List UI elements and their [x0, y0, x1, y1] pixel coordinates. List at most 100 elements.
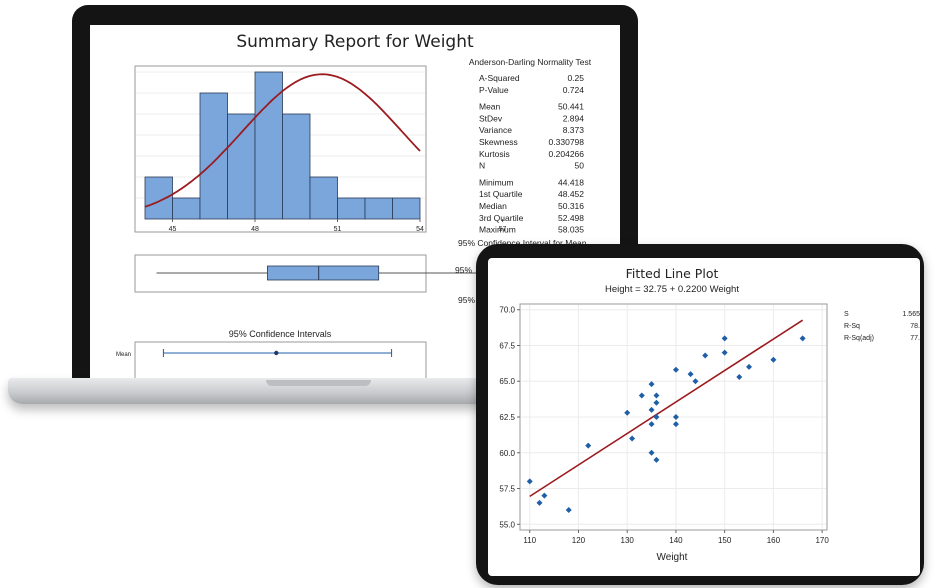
tick-label: 120 — [572, 536, 586, 545]
data-point — [672, 421, 679, 428]
stat-value: 2.894 — [563, 113, 585, 123]
data-point — [638, 392, 645, 399]
tablet-screen: Fitted Line Plot Height = 32.75 + 0.2200… — [488, 258, 920, 576]
histogram-bar — [144, 176, 173, 220]
tick-label: 67.5 — [499, 341, 515, 350]
tick-label: 150 — [718, 536, 732, 545]
box — [267, 265, 380, 281]
regression-stats: S 1.565 R-Sq 78. R-Sq(adj) 77. — [844, 311, 920, 342]
data-point — [672, 414, 679, 420]
scatter-points — [526, 335, 806, 513]
normal-curve — [144, 73, 421, 208]
stat-value: 77. — [910, 335, 920, 342]
tick-label: 45 — [169, 226, 177, 233]
data-point — [526, 478, 533, 485]
data-point — [629, 435, 636, 442]
data-point — [565, 506, 572, 513]
stat-label: A-Squared — [479, 73, 520, 83]
plot-title: Fitted Line Plot — [626, 266, 719, 281]
plot-subtitle: Height = 32.75 + 0.2200 Weight — [605, 284, 739, 295]
ci-partial-label-2: 95% — [458, 295, 475, 305]
stat-label: Mean — [479, 102, 501, 112]
boxplot — [156, 265, 531, 281]
data-point — [672, 366, 679, 373]
histogram-bar — [309, 176, 338, 220]
data-point — [653, 399, 660, 406]
stat-label: Minimum — [479, 177, 513, 187]
stat-value: 44.418 — [558, 177, 584, 187]
tick-label: 110 — [523, 536, 536, 545]
stat-label: P-Value — [479, 85, 509, 95]
data-point — [653, 392, 660, 399]
tick-label: 55.0 — [499, 520, 515, 529]
histogram-bar — [227, 113, 256, 220]
tick-label: 140 — [669, 536, 683, 545]
ci-mean-interval — [162, 349, 393, 357]
stat-value: 48.452 — [558, 189, 584, 199]
stat-label: S — [844, 311, 849, 318]
histogram-bar — [392, 197, 421, 220]
stat-value: 0.724 — [563, 85, 585, 95]
data-point — [702, 352, 709, 359]
report-title: Summary Report for Weight — [236, 32, 474, 52]
stat-label: 3rd Quartile — [479, 213, 524, 223]
stat-label: 1st Quartile — [479, 189, 523, 199]
ci-partial-label-1: 95% — [455, 265, 472, 275]
data-point — [648, 406, 655, 413]
data-point — [721, 349, 728, 356]
data-point — [585, 442, 592, 449]
stat-label: Maximum — [479, 225, 516, 235]
histogram-bar — [282, 113, 311, 220]
tick-label: 160 — [767, 536, 781, 545]
data-point — [653, 414, 660, 420]
stat-value: 78. — [910, 323, 920, 330]
ci-section-title: 95% Confidence Intervals — [229, 329, 332, 339]
tick-label: 62.5 — [499, 413, 515, 422]
histogram-bar — [254, 71, 283, 220]
data-point — [687, 371, 694, 378]
data-point — [648, 449, 655, 456]
histogram-bar — [172, 197, 201, 220]
stats-heading: Anderson-Darling Normality Test — [469, 57, 592, 67]
tick-label: 170 — [815, 536, 829, 545]
stat-value: 8.373 — [563, 125, 585, 135]
stat-value: 0.204266 — [549, 149, 585, 159]
histogram-x-ticks: 45 48 51 54 57 — [169, 219, 507, 233]
data-point — [721, 335, 728, 342]
data-point — [653, 456, 660, 463]
stat-value: 58.035 — [558, 225, 584, 235]
fitted-line-plot: Fitted Line Plot Height = 32.75 + 0.2200… — [499, 266, 920, 563]
data-point — [770, 356, 777, 363]
histogram-bar — [199, 92, 228, 220]
summary-report: Summary Report for Weight 45 48 51 54 57 95%… — [116, 32, 592, 378]
stat-label: Kurtosis — [479, 149, 510, 159]
x-axis-ticks: 110 120 130 140 150 160 170 — [523, 530, 829, 545]
tick-label: 57.5 — [499, 485, 515, 494]
tick-label: 60.0 — [499, 449, 515, 458]
histogram-bar — [364, 197, 393, 220]
laptop-screen: Summary Report for Weight 45 48 51 54 57 95%… — [90, 25, 620, 378]
stat-value: 50 — [575, 161, 585, 171]
stat-label: N — [479, 161, 485, 171]
stat-label: Skewness — [479, 137, 518, 147]
ci-mean-point — [274, 350, 279, 356]
data-point — [648, 381, 655, 388]
ci-row-label: Mean — [116, 352, 131, 358]
data-point — [799, 335, 806, 342]
x-axis-label: Weight — [657, 552, 688, 563]
stat-value: 0.25 — [567, 73, 584, 83]
ci-mean-label: 95% Confidence Interval for Mean — [458, 238, 587, 248]
stat-label: StDev — [479, 113, 503, 123]
histogram-bars — [144, 71, 421, 220]
data-point — [648, 421, 655, 428]
stat-label: Median — [479, 201, 507, 211]
stat-label: R-Sq(adj) — [844, 335, 874, 342]
ci-frame — [134, 341, 427, 378]
stat-value: 52.498 — [558, 213, 584, 223]
data-point — [746, 363, 753, 370]
data-point — [541, 492, 548, 499]
tick-label: 130 — [621, 536, 635, 545]
fit-line — [529, 319, 804, 498]
tick-label: 57 — [499, 226, 507, 233]
data-point — [692, 378, 699, 385]
